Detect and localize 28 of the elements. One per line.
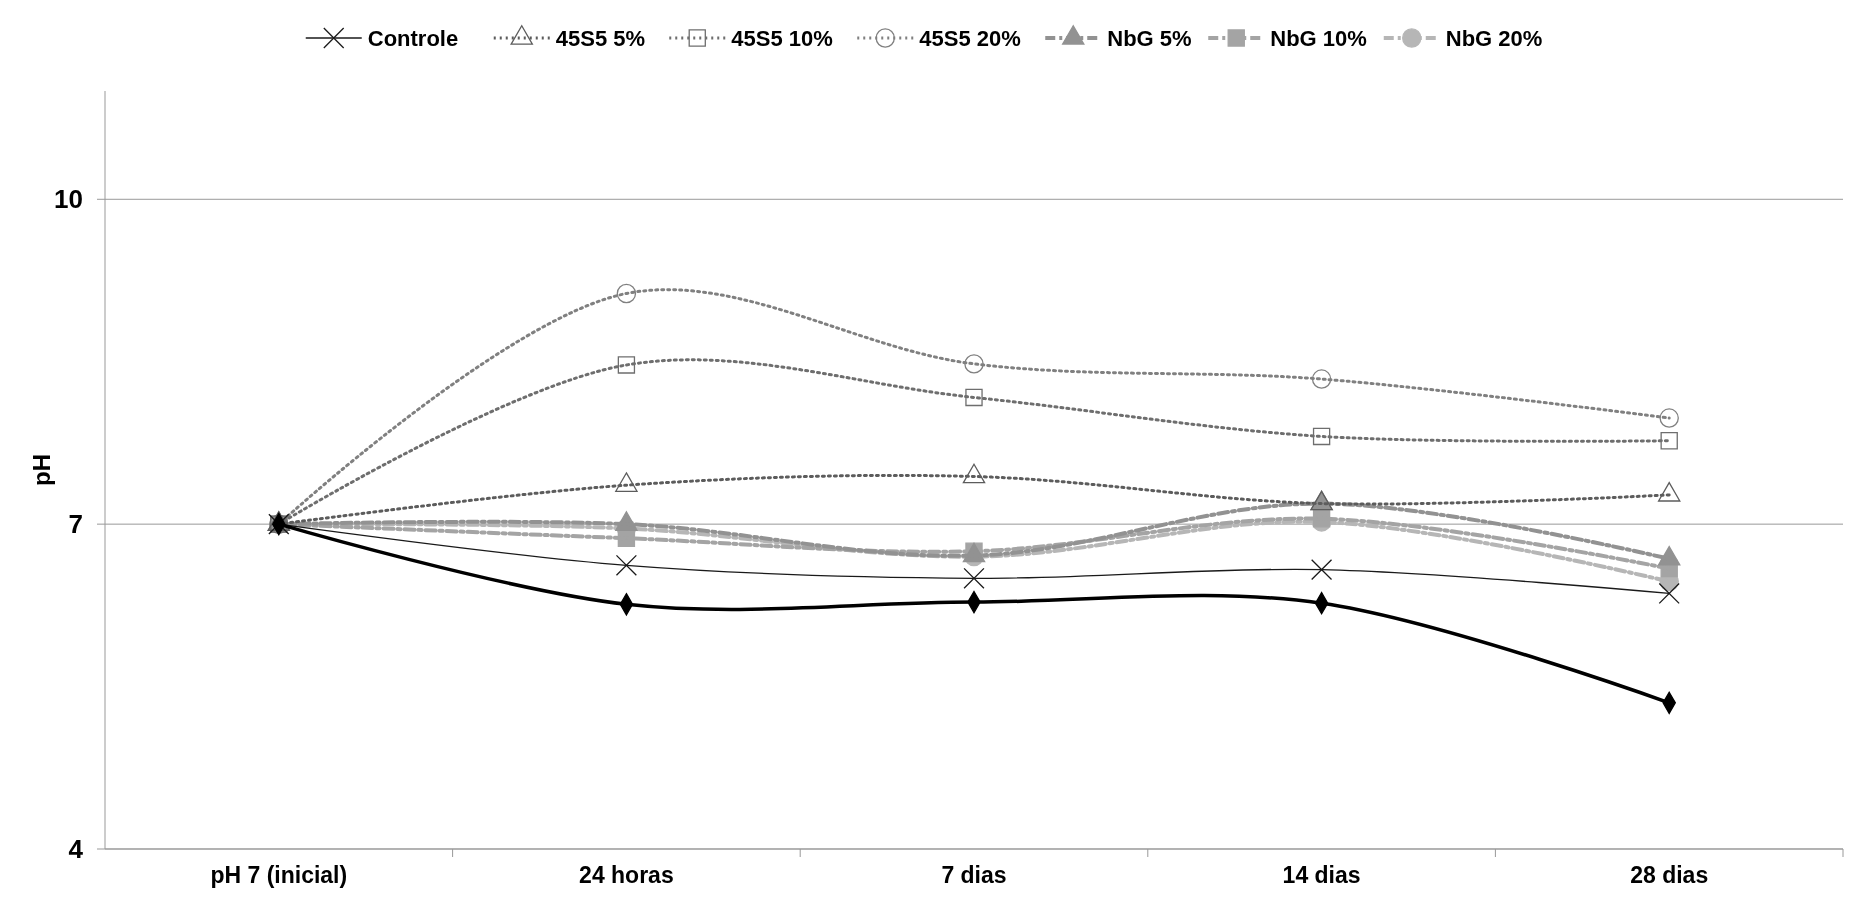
point xyxy=(1659,408,1679,428)
legend-label: 45S5 5% xyxy=(555,26,646,51)
point xyxy=(1658,582,1680,605)
point xyxy=(1311,369,1332,389)
x-tick-label: 24 horas xyxy=(579,862,674,888)
y-tick-label: 7 xyxy=(68,509,83,540)
y-tick-label: 4 xyxy=(68,834,84,864)
point xyxy=(1660,432,1678,450)
point xyxy=(1311,559,1333,581)
x-tick-label: 7 dias xyxy=(941,862,1007,888)
point xyxy=(964,354,984,374)
point xyxy=(965,388,983,407)
legend-label: NbG 10% xyxy=(1270,26,1367,51)
x-tick-label: 14 dias xyxy=(1282,862,1361,888)
legend-label: 45S5 20% xyxy=(919,26,1021,51)
x-tick-label: 28 dias xyxy=(1630,862,1709,888)
y-tick-label: 10 xyxy=(54,184,83,215)
legend-label: NbG 5% xyxy=(1107,26,1192,51)
point xyxy=(963,567,985,589)
point xyxy=(615,554,637,576)
x-tick-label: pH 7 (inicial) xyxy=(210,862,348,888)
y-axis-title: pH xyxy=(28,454,55,486)
point xyxy=(1312,427,1331,446)
legend-label: Controle xyxy=(367,26,459,51)
legend-label: NbG 20% xyxy=(1445,26,1543,51)
point xyxy=(617,356,636,374)
point xyxy=(616,283,637,304)
legend-label: 45S5 10% xyxy=(731,26,833,51)
